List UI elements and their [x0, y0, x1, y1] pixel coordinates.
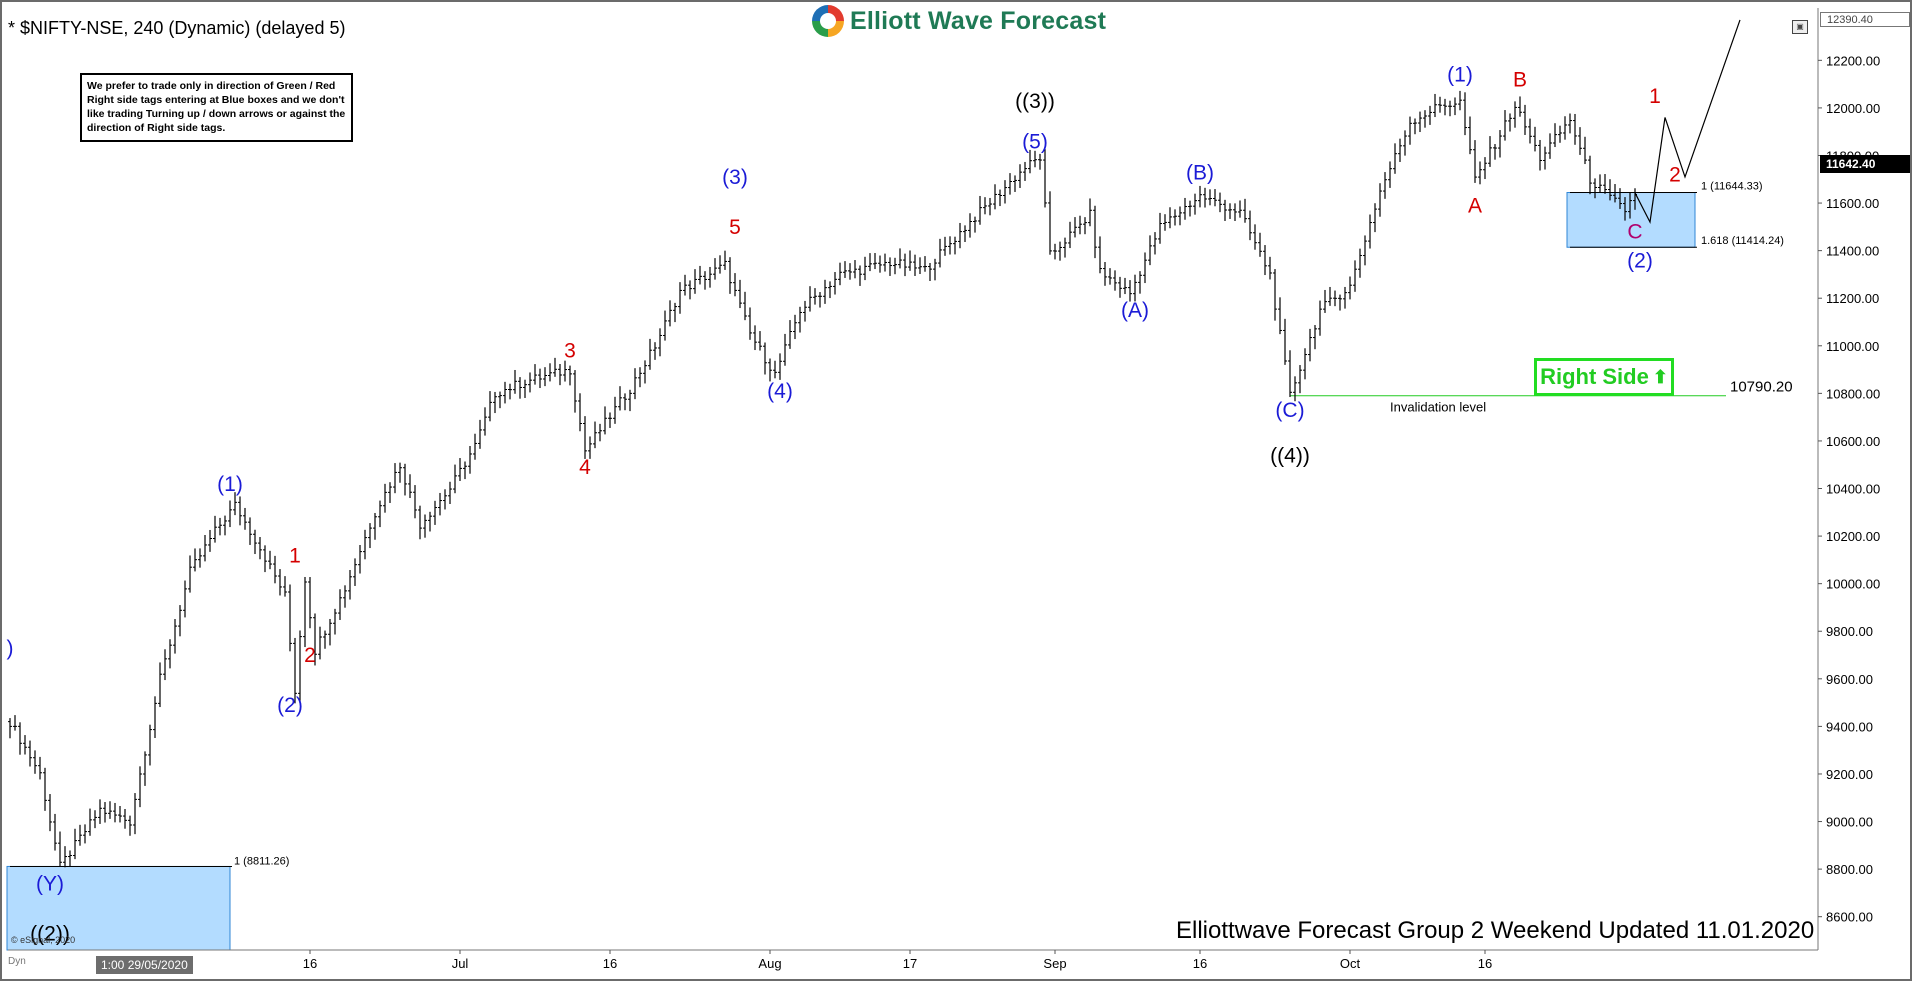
y-tick-label: 9000.00: [1826, 815, 1873, 830]
x-tick-label: 16: [603, 956, 617, 971]
y-tick-label: 10600.00: [1826, 434, 1880, 449]
wave-label: (5): [1022, 130, 1048, 153]
footer-update-text: Elliottwave Forecast Group 2 Weekend Upd…: [1176, 917, 1815, 944]
invalidation-label: Invalidation level: [1390, 400, 1486, 415]
wave-label: (2): [1627, 249, 1653, 272]
x-tick-label: Oct: [1340, 956, 1361, 971]
target-blue-box: [1566, 192, 1696, 248]
wave-label: 2: [1669, 164, 1681, 187]
trading-note: We prefer to trade only in direction of …: [80, 73, 353, 142]
y-tick-label: 9600.00: [1826, 672, 1873, 687]
current-price-tag: 11642.40: [1820, 155, 1910, 173]
x-tick-label: 16: [303, 956, 317, 971]
y-tick-label: 11000.00: [1826, 339, 1879, 354]
wave-label: (Y): [36, 873, 64, 896]
logo-text: Elliott Wave Forecast: [850, 6, 1107, 35]
projection-path: [1634, 19, 1741, 225]
wave-label: (4): [767, 380, 793, 403]
fib-label: 1 (8811.26): [234, 855, 289, 867]
logo: Elliott Wave Forecast: [808, 2, 1112, 40]
wave-label: C: [1627, 221, 1642, 244]
wave-label: 3: [564, 340, 576, 363]
wave-label: (A): [1121, 299, 1149, 322]
y-tick-label: 12000.00: [1826, 101, 1880, 116]
wave-label: (1): [1447, 64, 1473, 87]
x-tick-label: Jul: [452, 956, 469, 971]
wave-label: (B): [1186, 161, 1214, 184]
x-tick-label: 17: [903, 956, 917, 971]
wave-label: ((4)): [1270, 444, 1310, 467]
logo-icon: [812, 5, 844, 37]
right-side-label: Right Side: [1540, 364, 1649, 389]
wave-label: (3): [722, 166, 748, 189]
wave-label: A: [1468, 195, 1482, 218]
y-tick-label: 8600.00: [1826, 910, 1873, 925]
x-tick-label: Sep: [1043, 956, 1066, 971]
arrow-up-icon: ⬆: [1652, 366, 1668, 387]
top-price-tag: 12390.40: [1820, 12, 1910, 27]
dyn-label: Dyn: [8, 956, 26, 967]
chart-symbol-title: * $NIFTY-NSE, 240 (Dynamic) (delayed 5): [8, 18, 346, 38]
y-tick-label: 9800.00: [1826, 624, 1873, 639]
y-tick-label: 8800.00: [1826, 862, 1873, 877]
y-tick-label: 11600.00: [1826, 196, 1879, 211]
y-tick-label: 10200.00: [1826, 529, 1880, 544]
esignal-copyright: © eSignal, 2020: [11, 935, 76, 945]
wave-label: (2): [277, 694, 303, 717]
wave-label: ((3)): [1015, 90, 1055, 113]
wave-label: 5: [729, 216, 741, 239]
y-tick-label: 10400.00: [1826, 482, 1880, 497]
wave-label: (1): [217, 473, 243, 496]
y-tick-label: 9200.00: [1826, 767, 1873, 782]
wave-label: 1: [1649, 85, 1661, 108]
fib-label: 1.618 (11414.24): [1701, 235, 1784, 247]
wave-label: ): [7, 637, 14, 660]
x-tick-label: 16: [1193, 956, 1207, 971]
y-tick-label: 10800.00: [1826, 386, 1880, 401]
y-tick-label: 11400.00: [1826, 244, 1879, 259]
wave-label: 4: [579, 456, 591, 479]
fib-label: 1 (11644.33): [1701, 181, 1763, 193]
wave-label: (C): [1275, 399, 1304, 422]
wave-label: ((2)): [30, 922, 70, 945]
x-tick-label: Aug: [758, 956, 781, 971]
window-icon[interactable]: ▣: [1792, 20, 1808, 34]
y-tick-label: 12200.00: [1826, 53, 1880, 68]
wave-label: B: [1513, 69, 1527, 92]
wave-label: 2: [304, 644, 316, 667]
x-tick-label: 16: [1478, 956, 1492, 971]
crosshair-date-box: 1:00 29/05/2020: [96, 956, 193, 974]
y-tick-label: 9400.00: [1826, 719, 1873, 734]
wave-label: 1: [289, 544, 301, 567]
y-tick-label: 10000.00: [1826, 577, 1880, 592]
y-tick-label: 11200.00: [1826, 291, 1879, 306]
right-side-tag: Right Side ⬆: [1534, 358, 1674, 396]
invalidation-value: 10790.20: [1730, 379, 1793, 396]
